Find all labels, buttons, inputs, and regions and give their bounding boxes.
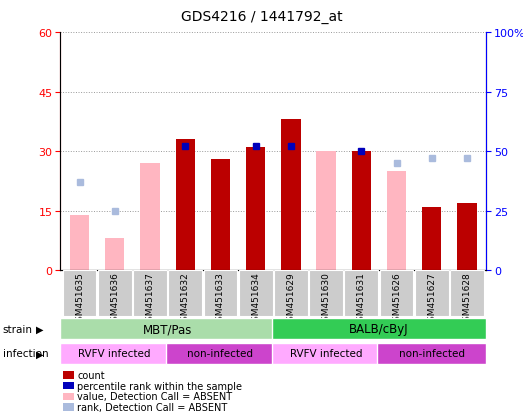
Text: count: count xyxy=(77,370,105,380)
Text: GSM451628: GSM451628 xyxy=(462,272,472,327)
FancyBboxPatch shape xyxy=(450,271,484,316)
Text: GSM451632: GSM451632 xyxy=(181,272,190,327)
Text: MBT/Pas: MBT/Pas xyxy=(143,322,192,335)
Text: non-infected: non-infected xyxy=(399,349,465,358)
FancyBboxPatch shape xyxy=(166,343,275,364)
Text: ▶: ▶ xyxy=(36,349,43,358)
Text: RVFV infected: RVFV infected xyxy=(290,349,362,358)
Text: value, Detection Call = ABSENT: value, Detection Call = ABSENT xyxy=(77,392,233,401)
Bar xyxy=(316,152,336,271)
FancyBboxPatch shape xyxy=(377,343,486,364)
FancyBboxPatch shape xyxy=(60,343,169,364)
Text: GSM451630: GSM451630 xyxy=(322,272,331,327)
Text: GSM451629: GSM451629 xyxy=(287,272,295,327)
Bar xyxy=(70,215,89,271)
Text: GSM451635: GSM451635 xyxy=(75,272,84,327)
Bar xyxy=(281,120,301,271)
Text: strain: strain xyxy=(3,324,32,334)
Text: GSM451634: GSM451634 xyxy=(251,272,260,327)
FancyBboxPatch shape xyxy=(415,271,449,316)
Text: GSM451636: GSM451636 xyxy=(110,272,119,327)
Text: BALB/cByJ: BALB/cByJ xyxy=(349,322,409,335)
Bar xyxy=(211,160,230,271)
FancyBboxPatch shape xyxy=(345,271,378,316)
Bar xyxy=(422,207,441,271)
Text: GSM451637: GSM451637 xyxy=(145,272,154,327)
Text: GSM451633: GSM451633 xyxy=(216,272,225,327)
Bar xyxy=(457,203,476,271)
Bar xyxy=(246,148,265,271)
FancyBboxPatch shape xyxy=(168,271,202,316)
Bar xyxy=(351,152,371,271)
Bar xyxy=(176,140,195,271)
Text: RVFV infected: RVFV infected xyxy=(78,349,151,358)
Bar xyxy=(387,171,406,271)
Text: rank, Detection Call = ABSENT: rank, Detection Call = ABSENT xyxy=(77,402,228,412)
FancyBboxPatch shape xyxy=(309,271,343,316)
Text: GDS4216 / 1441792_at: GDS4216 / 1441792_at xyxy=(180,10,343,24)
FancyBboxPatch shape xyxy=(271,318,486,339)
Text: ▶: ▶ xyxy=(36,324,43,334)
Text: GSM451631: GSM451631 xyxy=(357,272,366,327)
Text: percentile rank within the sample: percentile rank within the sample xyxy=(77,381,242,391)
Text: infection: infection xyxy=(3,349,48,358)
Text: non-infected: non-infected xyxy=(187,349,254,358)
FancyBboxPatch shape xyxy=(60,318,275,339)
Text: GSM451627: GSM451627 xyxy=(427,272,436,327)
FancyBboxPatch shape xyxy=(133,271,167,316)
FancyBboxPatch shape xyxy=(380,271,414,316)
FancyBboxPatch shape xyxy=(98,271,132,316)
FancyBboxPatch shape xyxy=(271,343,381,364)
FancyBboxPatch shape xyxy=(63,271,96,316)
Bar xyxy=(140,164,160,271)
FancyBboxPatch shape xyxy=(203,271,237,316)
FancyBboxPatch shape xyxy=(238,271,272,316)
FancyBboxPatch shape xyxy=(274,271,308,316)
Bar xyxy=(105,239,124,271)
Text: GSM451626: GSM451626 xyxy=(392,272,401,327)
